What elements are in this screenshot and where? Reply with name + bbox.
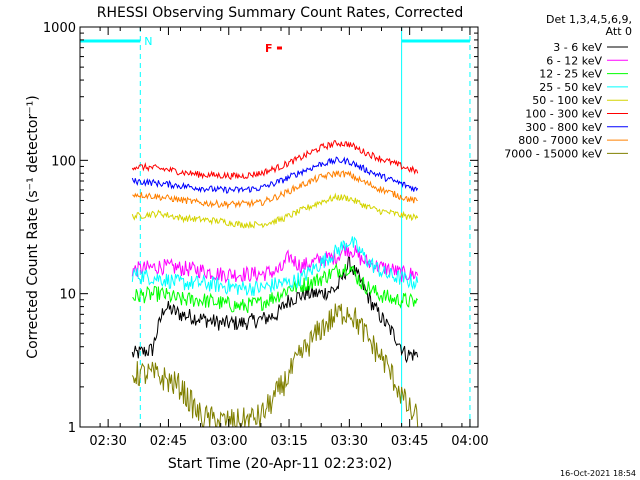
legend-label: 7000 - 15000 keV xyxy=(504,147,602,160)
annotation-layer: NF xyxy=(79,27,471,427)
series-line xyxy=(131,140,419,181)
series-line xyxy=(132,262,419,314)
axes-layer: 1 10 100 1000 02:30 02:45 03:00 03:15 03:30 03:45… xyxy=(43,21,489,449)
series-line xyxy=(131,303,419,429)
legend-label: 3 - 6 keV xyxy=(553,41,602,54)
legend-label: 300 - 800 keV xyxy=(525,121,602,134)
plot-frame xyxy=(79,26,479,428)
series-line xyxy=(132,170,418,210)
timestamp: 16-Oct-2021 18:54 xyxy=(560,469,636,478)
x-tick-label: 03:45 xyxy=(391,434,428,449)
legend-label: 50 - 100 keV xyxy=(532,94,602,107)
legend-header: Det 1,3,4,5,6,9, xyxy=(546,13,632,26)
legend-header: Att 0 xyxy=(606,25,632,38)
x-tick-label: 03:00 xyxy=(210,434,247,449)
x-tick-label: 03:15 xyxy=(270,434,307,449)
legend-label: 800 - 7000 keV xyxy=(518,134,602,147)
legend-label: 12 - 25 keV xyxy=(539,68,602,81)
legend-label: 100 - 300 keV xyxy=(525,108,602,121)
legend-label: 6 - 12 keV xyxy=(546,54,602,67)
x-tick-label: 03:30 xyxy=(331,434,368,449)
night-label: N xyxy=(144,35,152,48)
chart-title: RHESSI Observing Summary Count Rates, Co… xyxy=(97,5,463,21)
y-tick-label: 1 xyxy=(68,421,76,436)
series-line xyxy=(131,255,419,364)
x-axis-label: Start Time (20-Apr-11 02:23:02) xyxy=(168,456,392,472)
flare-label: F xyxy=(265,42,273,55)
series-line xyxy=(131,156,419,194)
x-tick-label: 02:30 xyxy=(89,434,126,449)
legend-label: 25 - 50 keV xyxy=(539,81,602,94)
y-tick-label: 100 xyxy=(51,154,76,169)
x-tick-label: 04:00 xyxy=(451,434,488,449)
series-line xyxy=(131,192,419,230)
series-line xyxy=(131,236,419,297)
y-tick-label: 1000 xyxy=(43,21,76,36)
x-tick-label: 02:45 xyxy=(150,434,187,449)
y-tick-label: 10 xyxy=(59,288,76,303)
series-layer xyxy=(131,140,419,429)
y-axis-label: Corrected Count Rate (s⁻¹ detector⁻¹) xyxy=(25,95,41,358)
